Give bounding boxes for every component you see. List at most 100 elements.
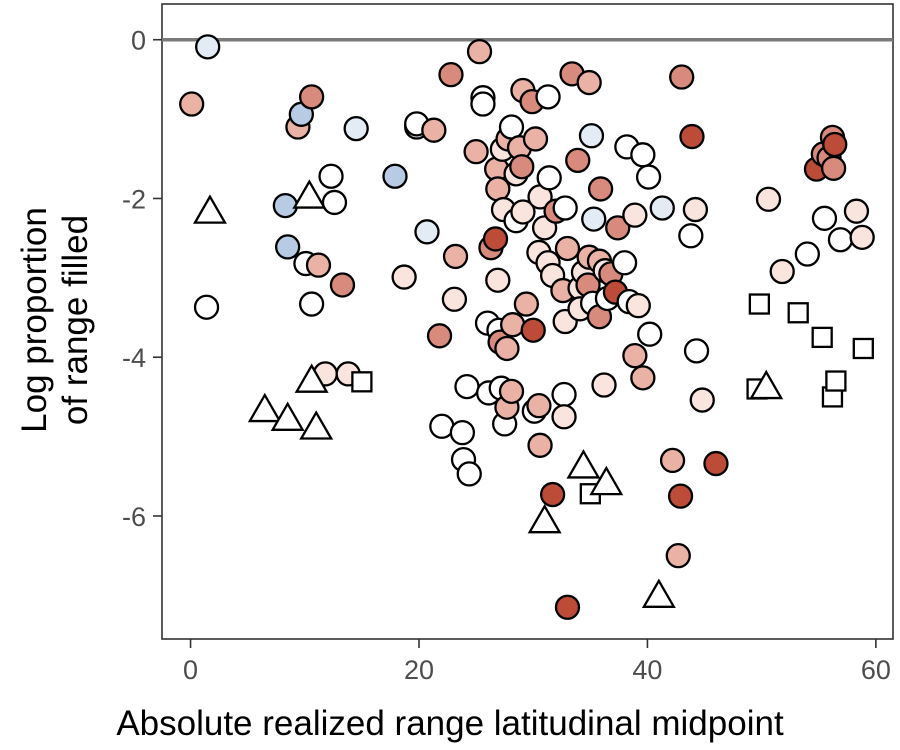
circle-point [442, 243, 469, 270]
circle-point [769, 258, 795, 285]
circle-point [449, 419, 476, 446]
x-tick-label: 20 [404, 655, 434, 685]
circle-point [485, 267, 511, 293]
circle-point [498, 378, 525, 405]
circle-point [551, 404, 577, 430]
circle-point [426, 323, 453, 349]
circle-point [321, 189, 348, 216]
circle-point [679, 123, 705, 150]
circle-point [755, 186, 782, 212]
y-axis: 0 -2 -4 -6 [122, 26, 162, 532]
x-axis: 0 20 40 60 [183, 639, 891, 685]
triangle-point [749, 369, 784, 400]
y-tick-label: -4 [122, 343, 146, 373]
triangle-point [292, 179, 327, 209]
square-point [825, 370, 847, 392]
circle-point [565, 147, 591, 174]
circle-point [843, 198, 870, 224]
circle-point [527, 432, 553, 458]
circle-point [622, 202, 648, 228]
square-point [811, 326, 833, 349]
x-axis-title: Absolute realized range latitudinal midp… [116, 704, 784, 743]
circle-point [494, 335, 520, 362]
y-tick-label: -2 [122, 184, 146, 214]
circle-point [466, 38, 493, 65]
circle-point [513, 291, 540, 317]
y-tick-label: 0 [131, 26, 146, 56]
circle-point [522, 126, 549, 152]
circle-point [827, 227, 854, 253]
circle-point [305, 252, 332, 278]
circle-point [329, 272, 356, 298]
circle-point [195, 34, 221, 60]
circle-point [193, 294, 220, 320]
circle-point [649, 195, 675, 221]
triangle-point [589, 465, 624, 496]
circle-point [500, 312, 526, 338]
y-tick-label: -6 [122, 502, 146, 532]
x-tick-label: 60 [861, 655, 891, 685]
x-tick-label: 0 [183, 655, 198, 685]
square-point [748, 293, 771, 315]
circle-point [551, 381, 577, 408]
circle-point [591, 372, 617, 398]
circle-point [554, 594, 581, 620]
circle-point [318, 163, 344, 189]
data-points [179, 34, 875, 620]
circle-point [298, 291, 325, 317]
circle-point [587, 176, 614, 202]
circle-point [520, 317, 546, 343]
circle-point [509, 154, 535, 180]
circle-point [665, 543, 691, 569]
circle-point [576, 69, 602, 96]
circle-point [463, 138, 489, 165]
circle-point [611, 250, 638, 276]
y-axis-title-line-1: Log proportion [15, 207, 54, 433]
circle-point [274, 234, 301, 260]
circle-point [554, 235, 581, 262]
y-axis-title: Log proportion of range filled [15, 207, 95, 433]
circle-point [438, 61, 464, 88]
circle-point [669, 64, 695, 90]
circle-point [605, 215, 631, 241]
circle-point [179, 91, 205, 117]
circle-point [343, 115, 369, 142]
circle-point [811, 205, 838, 231]
circle-point [298, 84, 325, 110]
circle-point [689, 387, 715, 413]
circle-point [482, 226, 509, 252]
circle-point [456, 461, 482, 487]
circle-point [272, 192, 299, 219]
circle-point [678, 223, 704, 249]
circle-point [470, 91, 496, 117]
circle-point [659, 447, 686, 474]
triangle-point [299, 410, 334, 440]
circle-point [535, 84, 561, 110]
triangle-point [566, 449, 601, 479]
triangle-point [527, 503, 562, 534]
circle-point [539, 481, 566, 508]
triangle-point [247, 392, 282, 423]
circle-point [441, 286, 468, 312]
triangle-point [641, 578, 676, 608]
circle-point [683, 338, 710, 364]
circle-point [382, 163, 408, 189]
circle-point [635, 164, 662, 190]
triangle-point [192, 194, 227, 224]
x-tick-label: 40 [632, 655, 662, 685]
square-point [351, 371, 373, 393]
triangle-point [270, 401, 305, 431]
circle-point [578, 123, 605, 149]
circle-point [637, 321, 663, 347]
circle-point [630, 142, 656, 168]
circle-point [581, 206, 607, 232]
circle-point [682, 196, 709, 223]
square-point [787, 302, 809, 324]
circle-point [510, 199, 536, 225]
square-point [852, 337, 874, 360]
circle-point [822, 131, 848, 158]
circle-point [667, 483, 694, 509]
circle-point [622, 342, 648, 369]
circle-point [421, 117, 447, 143]
